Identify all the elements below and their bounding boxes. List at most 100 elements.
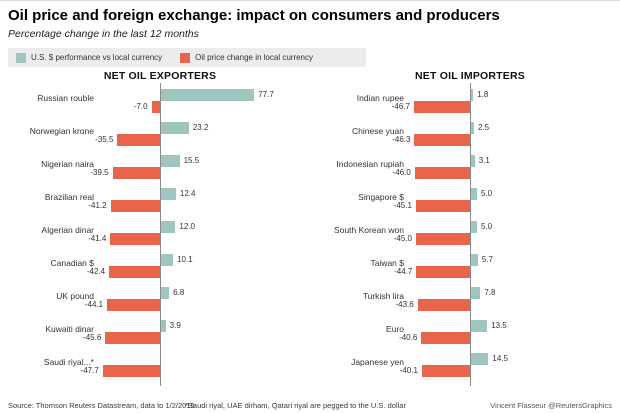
value-label-usd: 14.5	[492, 354, 508, 363]
bar-chart-exporters: Russian rouble 77.7 -7.0 Norwegian krone 23.…	[0, 83, 310, 386]
value-label-oil: -45.0	[393, 234, 412, 243]
bar-oil-price	[105, 332, 160, 344]
bar-oil-price	[415, 200, 470, 212]
author-credit: Vincent Flasseur @ReutersGraphics	[490, 401, 612, 410]
chart-row: Brazilian real 12.4 -41.2	[0, 185, 310, 218]
bar-oil-price	[421, 365, 470, 377]
bar-usd-performance	[471, 188, 477, 200]
bar-usd-performance	[161, 89, 255, 101]
chart-row: Kuwaiti dinar 3.9 -45.6	[0, 317, 310, 350]
legend-swatch-usd-performance-icon	[16, 52, 26, 63]
chart-row: Nigerian naira 15.5 -39.5	[0, 152, 310, 185]
value-label-oil: -46.7	[391, 102, 410, 111]
bar-usd-performance	[471, 221, 477, 233]
category-label: Brazilian real	[44, 192, 94, 202]
chart-row: Taiwan $ 5.7 -44.7	[310, 251, 620, 284]
category-label: Indian rupee	[356, 93, 404, 103]
chart-row: Canadian $ 10.1 -42.4	[0, 251, 310, 284]
value-label-oil: -40.1	[399, 366, 418, 375]
bar-usd-performance	[471, 353, 489, 365]
value-label-usd: 13.5	[491, 321, 507, 330]
value-label-usd: 12.4	[179, 189, 196, 198]
zero-axis-line	[470, 83, 471, 386]
legend-swatch-oil-price-icon	[180, 52, 191, 63]
category-label: Algerian dinar	[41, 225, 94, 235]
chart-row: Russian rouble 77.7 -7.0	[0, 86, 310, 119]
bar-usd-performance	[161, 221, 176, 233]
category-label: Canadian $	[50, 258, 94, 268]
category-label: Nigerian naira	[41, 159, 94, 169]
category-label: Indonesian rupiah	[336, 159, 404, 169]
value-label-oil: -7.0	[133, 102, 148, 111]
legend-label-usd-performance: U.S. $ performance vs local currency	[31, 53, 163, 62]
bar-oil-price	[414, 167, 470, 179]
bar-usd-performance	[471, 89, 474, 101]
category-label: Japanese yen	[351, 357, 404, 367]
value-label-oil: -45.6	[83, 333, 102, 342]
value-label-oil: -47.7	[80, 366, 99, 375]
value-label-oil: -35.5	[95, 135, 114, 144]
value-label-usd: 12.0	[179, 222, 195, 231]
value-label-oil: -41.4	[88, 234, 107, 243]
value-label-usd: 23.2	[192, 123, 209, 132]
value-label-usd: 3.9	[169, 321, 181, 330]
chart-row: Chinese yuan 2.5 -46.3	[310, 119, 620, 152]
category-label: Kuwaiti dinar	[45, 324, 94, 334]
chart-row: Algerian dinar 12.0 -41.4	[0, 218, 310, 251]
bar-usd-performance	[161, 287, 170, 299]
value-label-usd: 5.0	[481, 222, 493, 231]
value-label-oil: -40.6	[399, 333, 418, 342]
zero-axis-line	[160, 83, 161, 386]
value-label-oil: -46.3	[392, 135, 411, 144]
bar-usd-performance	[471, 155, 475, 167]
value-label-oil: -41.2	[88, 201, 107, 210]
value-label-usd: 77.7	[258, 90, 274, 99]
value-label-oil: -43.6	[395, 300, 414, 309]
chart-row: Turkish lira 7.8 -43.6	[310, 284, 620, 317]
bar-oil-price	[112, 167, 160, 179]
panel-net-oil-importers: NET OIL IMPORTERS Indian rupee 1.8 -46.7 Ch…	[310, 65, 620, 395]
chart-row: Indonesian rupiah 3.1 -46.0	[310, 152, 620, 185]
category-label: Saudi riyal...*	[43, 357, 94, 367]
category-label: Russian rouble	[37, 93, 94, 103]
bar-usd-performance	[471, 122, 474, 134]
bar-oil-price	[102, 365, 160, 377]
value-label-oil: -45.1	[393, 201, 412, 210]
value-label-usd: 6.8	[173, 288, 185, 297]
bar-usd-performance	[161, 188, 176, 200]
value-label-usd: 1.8	[477, 90, 489, 99]
bar-usd-performance	[161, 155, 180, 167]
value-label-oil: -44.7	[394, 267, 413, 276]
bar-usd-performance	[161, 320, 166, 332]
chart-row: Indian rupee 1.8 -46.7	[310, 86, 620, 119]
category-label: Norwegian krone	[29, 126, 94, 136]
value-label-usd: 15.5	[183, 156, 200, 165]
chart-title: Oil price and foreign exchange: impact o…	[8, 7, 500, 24]
bar-oil-price	[414, 134, 470, 146]
chart-row: Japanese yen 14.5 -40.1	[310, 350, 620, 383]
bar-oil-price	[110, 233, 160, 245]
category-label: Euro	[386, 324, 404, 334]
bar-oil-price	[413, 101, 470, 113]
category-label: Singapore $	[358, 192, 404, 202]
value-label-oil: -44.1	[84, 300, 104, 309]
chart-subtitle: Percentage change in the last 12 months	[8, 28, 199, 40]
bar-chart-importers: Indian rupee 1.8 -46.7 Chinese yuan 2.5 -46.3…	[310, 83, 620, 386]
bar-usd-performance	[161, 254, 174, 266]
value-label-oil: -46.0	[392, 168, 411, 177]
value-label-usd: 7.8	[484, 288, 496, 297]
bar-usd-performance	[161, 122, 189, 134]
bar-oil-price	[117, 134, 160, 146]
category-label: Taiwan $	[370, 258, 404, 268]
peg-footnote: *Saudi riyal, UAE dirham, Qatari riyal a…	[185, 401, 406, 410]
bar-usd-performance	[471, 287, 481, 299]
category-label: Chinese yuan	[352, 126, 404, 136]
value-label-usd: 3.1	[478, 156, 490, 165]
value-label-usd: 10.1	[177, 255, 193, 264]
chart-row: UK pound 6.8 -44.1	[0, 284, 310, 317]
category-label: Turkish lira	[362, 291, 404, 301]
value-label-usd: 5.0	[481, 189, 493, 198]
value-label-oil: -39.5	[90, 168, 109, 177]
chart-row: Singapore $ 5.0 -45.1	[310, 185, 620, 218]
chart-row: South Korean won 5.0 -45.0	[310, 218, 620, 251]
